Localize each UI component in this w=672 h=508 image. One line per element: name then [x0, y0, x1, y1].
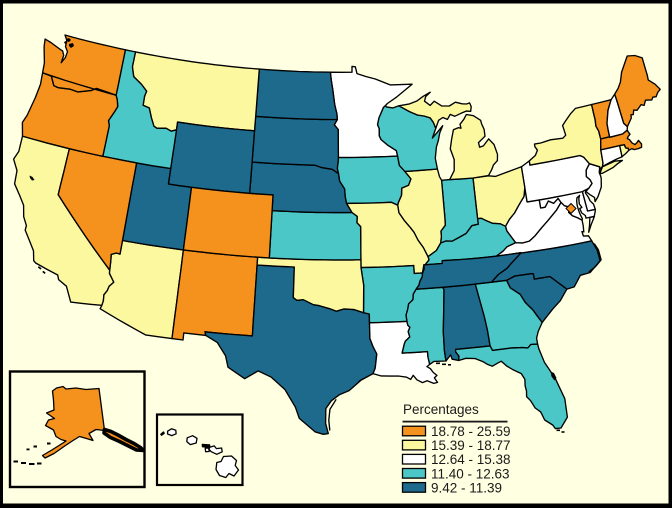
svg-text:11.40 - 12.63: 11.40 - 12.63 [431, 466, 510, 481]
svg-text:15.39 - 18.77: 15.39 - 18.77 [431, 438, 511, 453]
svg-text:9.42 - 11.39: 9.42 - 11.39 [431, 480, 502, 495]
svg-text:18.78 - 25.59: 18.78 - 25.59 [431, 424, 511, 439]
svg-text:12.64 - 15.38: 12.64 - 15.38 [431, 452, 511, 467]
svg-text:Percentages: Percentages [403, 402, 479, 417]
